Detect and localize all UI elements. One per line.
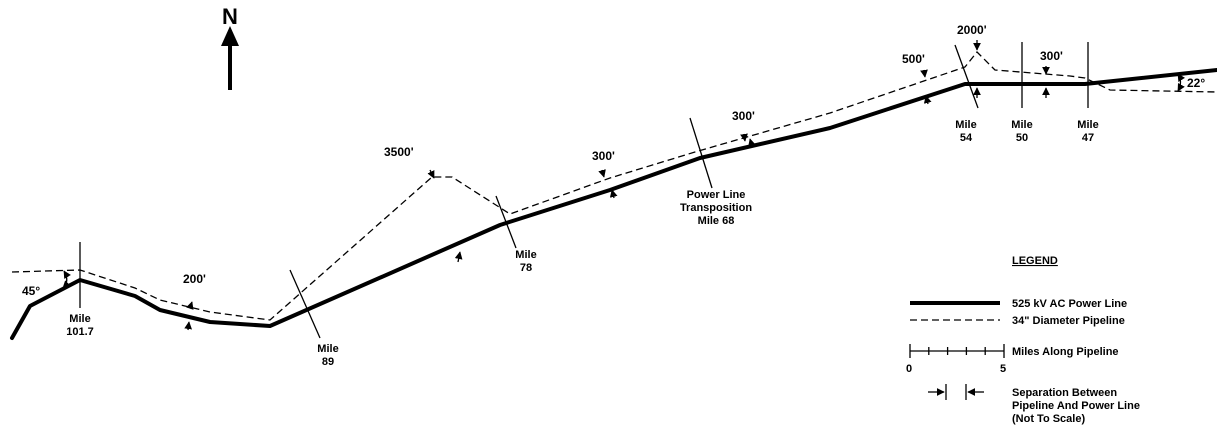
transposition-line1: Power Line [687,189,746,201]
milepost-label-line2: 78 [520,262,532,274]
north-label: N [222,4,238,29]
transposition-line2: Transposition [680,202,752,214]
pipeline-route [11,51,1217,321]
legend-separation-line3: (Not To Scale) [1012,413,1085,425]
milepost-label-line1: Mile [955,119,976,131]
west-angle-label: 45° [22,284,40,298]
milepost-markers [79,42,1089,339]
transposition-marker [689,117,713,189]
legend-pipeline-label: 34" Diameter Pipeline [1012,315,1125,327]
east-angle-label: 22° [1187,76,1205,90]
milepost-label-50: Mile 50 [1011,119,1032,144]
legend-separation-line1: Separation Between [1012,387,1117,399]
milepost-marker [289,269,321,339]
legend-power-line-label: 525 kV AC Power Line [1012,298,1127,310]
milepost-label-line2: 54 [960,132,973,144]
separation-marks [184,40,1050,331]
west-angle-marker: 45° [22,270,71,298]
power-line-route [10,68,1217,340]
milepost-label-line2: 101.7 [66,326,94,338]
milepost-marker [954,44,979,109]
milepost-label-line2: 50 [1016,132,1028,144]
separation-label: 300' [732,109,755,123]
separation-label: 300' [1040,49,1063,63]
legend-scale-start: 0 [906,363,912,375]
north-arrow: N [221,4,239,90]
separation-label: 200' [183,272,206,286]
milepost-label-47: Mile 47 [1077,119,1098,144]
milepost-label-line2: 89 [322,356,334,368]
milepost-label-line1: Mile [515,249,536,261]
legend-separation-line2: Pipeline And Power Line [1012,400,1140,412]
separation-label: 2000' [957,23,987,37]
milepost-label-78: Mile 78 [515,249,536,274]
milepost-marker [495,195,517,249]
milepost-label-line2: 47 [1082,132,1094,144]
legend-separation-symbol [928,384,984,400]
east-angle-marker: 22° [1177,73,1205,92]
milepost-label-line1: Mile [69,313,90,325]
transposition-label: Power Line Transposition Mile 68 [680,189,752,227]
milepost-label-line1: Mile [317,343,338,355]
legend-miles-label: Miles Along Pipeline [1012,346,1119,358]
separation-label: 3500' [384,145,414,159]
milepost-label-line1: Mile [1077,119,1098,131]
separation-label: 500' [902,52,925,66]
milepost-label-89: Mile 89 [317,343,338,368]
legend: LEGEND 525 kV AC Power Line 34" Diameter… [906,255,1140,425]
milepost-label-line1: Mile [1011,119,1032,131]
legend-title: LEGEND [1012,255,1058,267]
milepost-label-54: Mile 54 [955,119,976,144]
separation-label: 300' [592,149,615,163]
legend-scale-bar [909,344,1005,358]
milepost-label-101-7: Mile 101.7 [66,313,94,338]
transposition-line3: Mile 68 [698,215,735,227]
legend-scale-end: 5 [1000,363,1006,375]
